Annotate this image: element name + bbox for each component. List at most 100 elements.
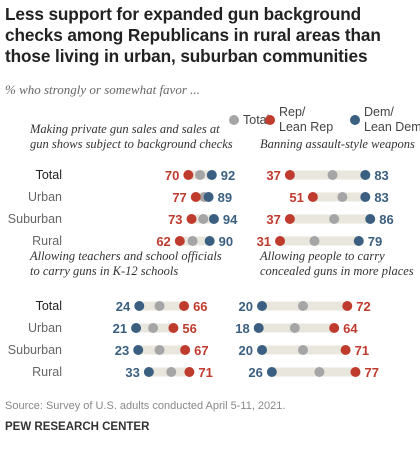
row-label-rural: Rural — [32, 365, 62, 379]
organization-name: PEW RESEARCH CENTER — [5, 421, 150, 433]
row-label-total: Total — [36, 168, 62, 182]
value-label-dem: 20 — [239, 299, 253, 314]
value-label-dem: 20 — [239, 343, 253, 358]
value-label-rep: 71 — [198, 365, 212, 380]
value-label-rep: 72 — [356, 299, 370, 314]
dot-rep — [186, 214, 197, 224]
legend-label-rep: Rep/Lean Rep — [279, 105, 333, 134]
dot-dem — [365, 214, 376, 224]
dot-total — [314, 367, 325, 377]
value-label-dem: 18 — [235, 321, 249, 336]
value-label-rep: 37 — [266, 168, 280, 183]
dot-rep — [342, 301, 353, 311]
dot-dem — [253, 323, 264, 333]
legend-label-dem: Dem/Lean Dem — [364, 105, 420, 134]
value-label-rep: 64 — [343, 321, 358, 336]
row-label-urban: Urban — [28, 321, 62, 335]
dot-dem — [134, 301, 145, 311]
dot-total — [154, 345, 165, 355]
value-label-rep: 37 — [266, 212, 280, 227]
dot-rep — [307, 192, 318, 202]
row-label-suburban: Suburban — [8, 212, 62, 226]
dot-rep — [179, 301, 190, 311]
dot-dem — [266, 367, 277, 377]
value-label-rep: 67 — [194, 343, 208, 358]
dot-total — [154, 301, 165, 311]
dot-dem — [257, 301, 267, 311]
dot-total — [289, 323, 300, 333]
dot-dem — [208, 214, 219, 224]
dot-total — [187, 236, 198, 246]
dot-dem — [203, 192, 214, 202]
value-label-rep: 31 — [257, 234, 271, 249]
row-label-suburban: Suburban — [8, 343, 62, 357]
dot-total — [166, 367, 177, 377]
value-label-dem: 89 — [218, 190, 232, 205]
source-note: Source: Survey of U.S. adults conducted … — [5, 400, 286, 412]
value-label-dem: 92 — [221, 168, 235, 183]
value-label-dem: 26 — [248, 365, 262, 380]
panel-title-4: Allowing people to carry concealed guns i… — [259, 249, 414, 278]
dot-total — [329, 214, 340, 224]
row-label-total: Total — [36, 299, 62, 313]
dot-total — [327, 170, 338, 180]
dot-dem — [131, 323, 142, 333]
dot-total — [198, 214, 209, 224]
dot-total — [195, 170, 206, 180]
dot-dem — [133, 345, 144, 355]
dot-dem — [206, 170, 217, 180]
value-label-dem: 94 — [223, 212, 238, 227]
dot-rep — [350, 367, 361, 377]
dot-rep — [168, 323, 179, 333]
dot-rep — [329, 323, 340, 333]
panel-title-2: Banning assault-style weapons — [260, 137, 415, 151]
dot-total — [298, 345, 308, 355]
value-label-rep: 62 — [156, 234, 170, 249]
value-label-dem: 86 — [379, 212, 393, 227]
value-label-dem: 21 — [113, 321, 127, 336]
dot-chart: Total Rep/Lean Rep Dem/Lean Dem Making priv… — [8, 105, 420, 380]
dot-rep — [284, 170, 295, 180]
dot-dem — [257, 345, 267, 355]
panel-title-3: Allowing teachers and school officials to… — [29, 249, 222, 278]
dot-total — [309, 236, 320, 246]
dot-dem — [353, 236, 364, 246]
value-label-rep: 70 — [165, 168, 179, 183]
dot-dem — [360, 192, 371, 202]
dot-dem — [204, 236, 215, 246]
dot-dem — [360, 170, 371, 180]
value-label-rep: 71 — [355, 343, 369, 358]
value-label-rep: 51 — [289, 190, 303, 205]
dot-rep — [183, 170, 194, 180]
chart-title: Less support for expanded gun background… — [5, 4, 381, 66]
dot-rep — [180, 345, 191, 355]
dot-dem — [143, 367, 154, 377]
panel-title-1: Making private gun sales and sales at gun… — [29, 122, 233, 151]
legend-marker-rep — [265, 115, 275, 125]
dot-rep — [184, 367, 195, 377]
value-label-rep: 66 — [193, 299, 207, 314]
value-label-dem: 90 — [219, 234, 233, 249]
dot-rep — [174, 236, 185, 246]
value-label-dem: 79 — [368, 234, 382, 249]
dot-total — [337, 192, 348, 202]
dot-rep — [340, 345, 351, 355]
value-label-rep: 56 — [182, 321, 196, 336]
dot-rep — [275, 236, 286, 246]
row-label-rural: Rural — [32, 234, 62, 248]
value-label-dem: 83 — [374, 168, 388, 183]
row-label-urban: Urban — [28, 190, 62, 204]
value-label-dem: 33 — [125, 365, 139, 380]
legend-marker-dem — [350, 115, 360, 125]
value-label-dem: 23 — [115, 343, 129, 358]
dot-total — [298, 301, 308, 311]
dot-rep — [284, 214, 295, 224]
dot-total — [148, 323, 159, 333]
value-label-rep: 73 — [168, 212, 182, 227]
value-label-dem: 24 — [116, 299, 131, 314]
value-label-dem: 83 — [374, 190, 388, 205]
legend-label-total: Total — [243, 113, 269, 127]
legend-marker-total — [229, 115, 239, 125]
dot-rep — [190, 192, 201, 202]
chart-subtitle: % who strongly or somewhat favor ... — [5, 82, 200, 97]
